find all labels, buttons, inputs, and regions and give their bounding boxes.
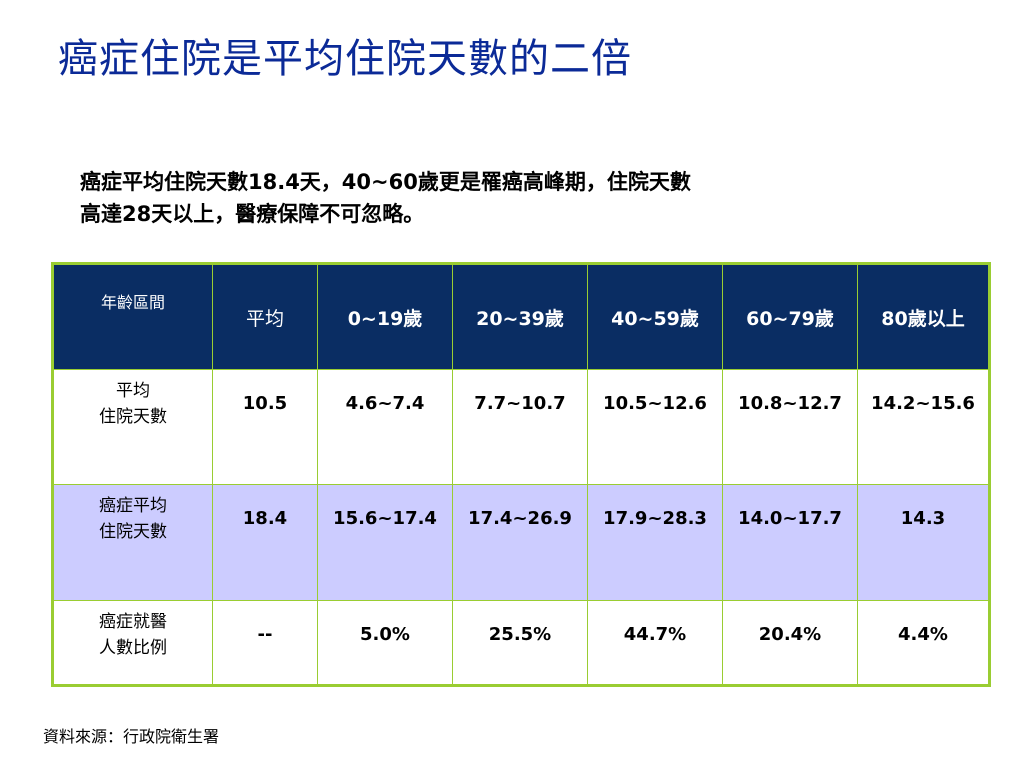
table-cell: 17.4~26.9 [452, 484, 588, 601]
table-cell: 44.7% [587, 600, 723, 686]
header-age-60-79: 60~79歲 [722, 263, 858, 370]
table-cell: 18.4 [212, 484, 318, 601]
row-label-line-1: 癌症就醫 [99, 612, 167, 632]
slide-subtitle: 癌症平均住院天數18.4天，40~60歲更是罹癌高峰期，住院天數 高達28天以上… [80, 166, 900, 230]
header-age-range: 年齡區間 [52, 263, 213, 370]
header-average: 平均 [212, 263, 318, 370]
table-row-average-stay: 平均住院天數 10.5 4.6~7.4 7.7~10.7 10.5~12.6 1… [52, 369, 990, 485]
subtitle-line-2: 高達28天以上，醫療保障不可忽略。 [80, 202, 425, 226]
table-cell: -- [212, 600, 318, 686]
row-label: 平均 住院天數 [52, 369, 213, 485]
header-age-0-19: 0~19歲 [317, 263, 453, 370]
table-cell: 4.4% [857, 600, 990, 686]
table-cell: 20.4% [722, 600, 858, 686]
row-label: 癌症就醫 人數比例 [52, 600, 213, 686]
table-cell: 14.2~15.6 [857, 369, 990, 485]
table-cell: 10.5~12.6 [587, 369, 723, 485]
row-label: 癌症平均 住院天數 [52, 484, 213, 601]
table-cell: 15.6~17.4 [317, 484, 453, 601]
header-age-40-59: 40~59歲 [587, 263, 723, 370]
header-age-20-39: 20~39歲 [452, 263, 588, 370]
row-label-line-2: 人數比例 [99, 638, 167, 658]
table-cell: 5.0% [317, 600, 453, 686]
table-cell: 14.0~17.7 [722, 484, 858, 601]
table-cell: 7.7~10.7 [452, 369, 588, 485]
row-label-line-1: 癌症平均 [99, 496, 167, 516]
table-cell: 17.9~28.3 [587, 484, 723, 601]
table-cell: 25.5% [452, 600, 588, 686]
table-header-row: 年齡區間 平均 0~19歲 20~39歲 40~59歲 60~79歲 80歲以上 [52, 263, 990, 370]
hospital-stay-table: 年齡區間 平均 0~19歲 20~39歲 40~59歲 60~79歲 80歲以上… [51, 262, 991, 687]
table-row-cancer-stay: 癌症平均住院天數 18.4 15.6~17.4 17.4~26.9 17.9~2… [52, 484, 990, 601]
row-label-line-1: 平均 [116, 381, 150, 401]
table-cell: 10.5 [212, 369, 318, 485]
table-cell: 10.8~12.7 [722, 369, 858, 485]
table-cell: 14.3 [857, 484, 990, 601]
row-label-line-2: 住院天數 [99, 407, 167, 427]
data-source-note: 資料來源：行政院衛生署 [43, 727, 220, 746]
slide-title: 癌症住院是平均住院天數的二倍 [58, 36, 632, 82]
table-row-cancer-patient-ratio: 癌症就醫人數比例 -- 5.0% 25.5% 44.7% 20.4% 4.4% [52, 600, 990, 686]
row-label-line-2: 住院天數 [99, 522, 167, 542]
subtitle-line-1: 癌症平均住院天數18.4天，40~60歲更是罹癌高峰期，住院天數 [80, 170, 691, 194]
table-cell: 4.6~7.4 [317, 369, 453, 485]
header-age-80-plus: 80歲以上 [857, 263, 990, 370]
